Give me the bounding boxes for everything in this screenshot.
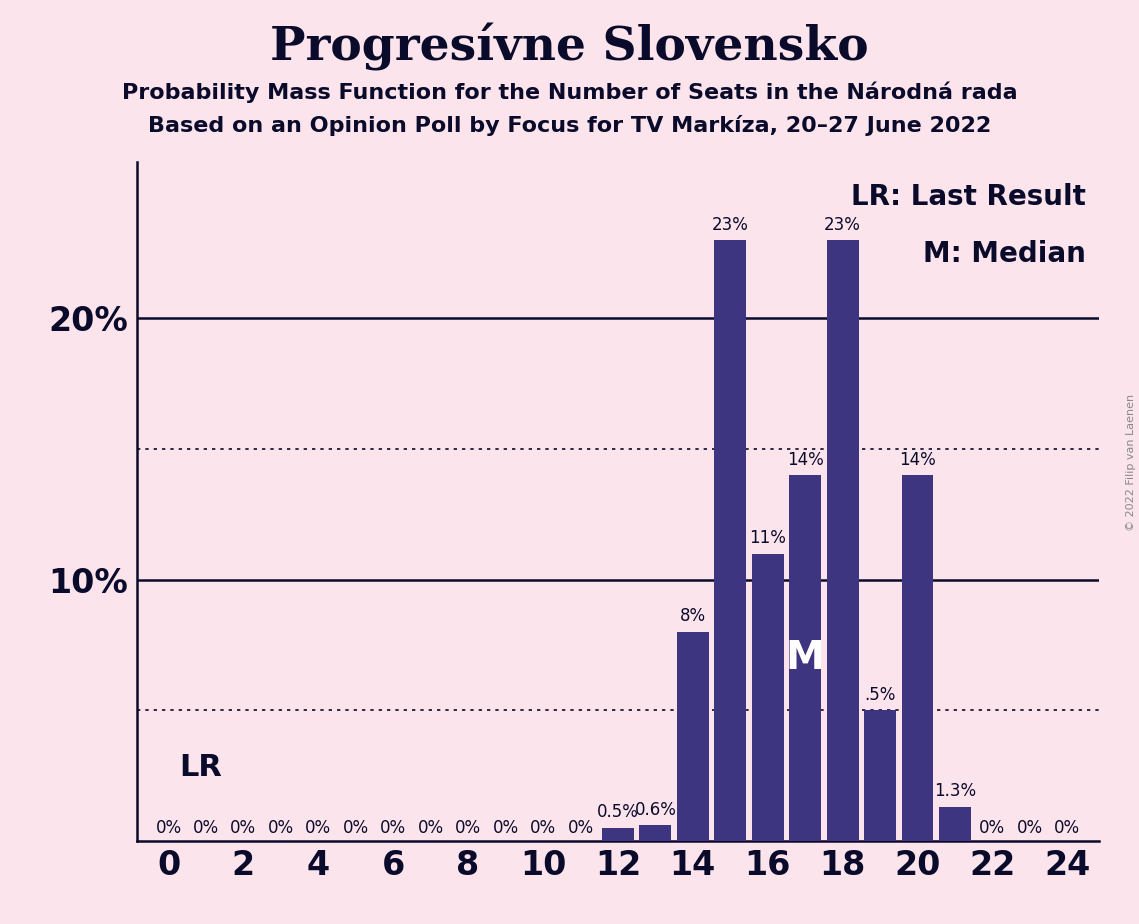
Text: 0%: 0% <box>155 819 181 837</box>
Text: 0%: 0% <box>192 819 219 837</box>
Bar <box>752 553 784 841</box>
Text: 0.6%: 0.6% <box>634 800 677 819</box>
Text: 0%: 0% <box>1017 819 1043 837</box>
Text: 0%: 0% <box>305 819 331 837</box>
Text: 0.5%: 0.5% <box>597 803 639 821</box>
Text: LR: Last Result: LR: Last Result <box>851 183 1085 211</box>
Text: M: M <box>786 639 825 677</box>
Bar <box>902 475 934 841</box>
Text: 0%: 0% <box>418 819 444 837</box>
Bar <box>603 828 633 841</box>
Text: 23%: 23% <box>825 215 861 234</box>
Text: 0%: 0% <box>980 819 1006 837</box>
Text: 0%: 0% <box>343 819 369 837</box>
Text: 0%: 0% <box>268 819 294 837</box>
Bar <box>639 825 671 841</box>
Text: 0%: 0% <box>567 819 593 837</box>
Text: Based on an Opinion Poll by Focus for TV Markíza, 20–27 June 2022: Based on an Opinion Poll by Focus for TV… <box>148 115 991 136</box>
Text: .5%: .5% <box>865 686 895 704</box>
Bar <box>827 240 859 841</box>
Text: 0%: 0% <box>492 819 518 837</box>
Text: 0%: 0% <box>380 819 407 837</box>
Text: LR: LR <box>180 753 222 783</box>
Text: Probability Mass Function for the Number of Seats in the Národná rada: Probability Mass Function for the Number… <box>122 81 1017 103</box>
Bar <box>677 632 708 841</box>
Text: 0%: 0% <box>230 819 256 837</box>
Bar <box>789 475 821 841</box>
Bar <box>939 807 970 841</box>
Text: 1.3%: 1.3% <box>934 783 976 800</box>
Text: M: Median: M: Median <box>923 240 1085 268</box>
Bar <box>714 240 746 841</box>
Text: 0%: 0% <box>1055 819 1081 837</box>
Text: 0%: 0% <box>456 819 481 837</box>
Text: 0%: 0% <box>530 819 556 837</box>
Text: Progresívne Slovensko: Progresívne Slovensko <box>270 23 869 71</box>
Text: 14%: 14% <box>899 451 936 468</box>
Text: 14%: 14% <box>787 451 823 468</box>
Bar <box>865 711 896 841</box>
Text: 8%: 8% <box>680 607 706 626</box>
Text: 23%: 23% <box>712 215 748 234</box>
Text: © 2022 Filip van Laenen: © 2022 Filip van Laenen <box>1126 394 1136 530</box>
Text: 11%: 11% <box>749 529 786 547</box>
